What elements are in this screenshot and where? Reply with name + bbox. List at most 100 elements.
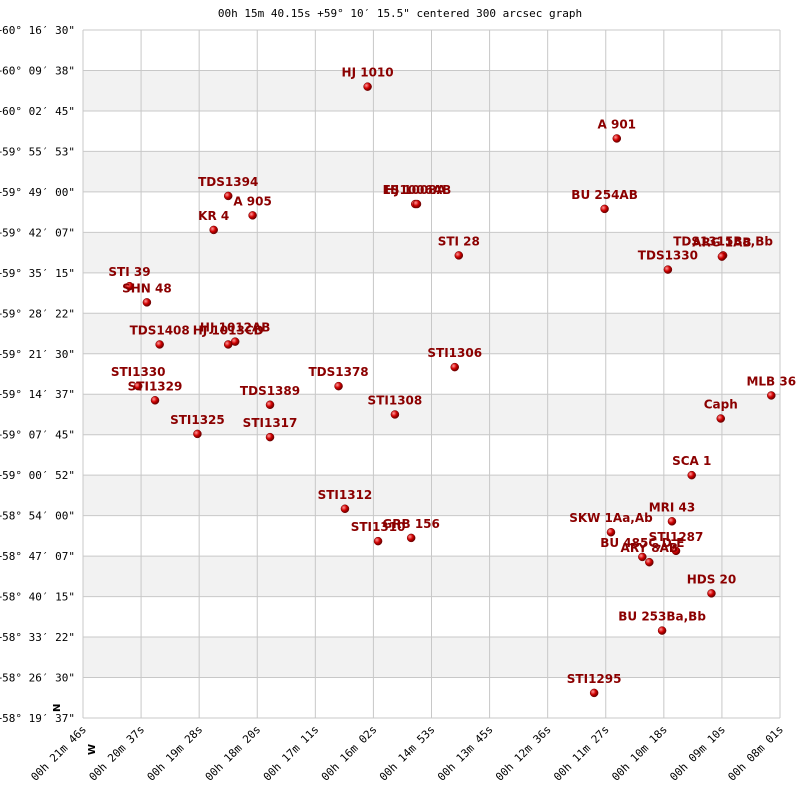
y-tick-label: +58° 47′ 07": [0, 550, 75, 563]
star-label: STI1312: [318, 488, 373, 502]
y-tick-label: +58° 19′ 37": [0, 712, 75, 725]
star-point: [373, 536, 383, 546]
star-label: STI 28: [438, 234, 480, 248]
star-label: TDS1378: [308, 365, 368, 379]
star-label: SCA 1: [672, 454, 711, 468]
star-point: [612, 134, 622, 143]
star-point: [600, 204, 609, 214]
star-point: [671, 546, 681, 556]
star-point: [155, 340, 164, 349]
x-tick-label: 00h 13m 45s: [435, 723, 496, 784]
star-point: [717, 252, 727, 261]
y-tick-label: +58° 26′ 30": [0, 672, 75, 685]
star-label: KR 4: [198, 209, 229, 223]
star-label: MLB 36: [746, 374, 796, 388]
star-point: [657, 626, 667, 635]
star-label: STI1308: [368, 393, 423, 407]
y-tick-label: +59° 55′ 53": [0, 145, 75, 158]
star-label: TDS1315Ba,Bb: [673, 234, 773, 248]
plot-grid: [82, 29, 781, 719]
x-tick-label: 00h 09m 10s: [667, 723, 728, 784]
star-label: STI1325: [170, 413, 225, 427]
star-label: TDS1389: [240, 384, 300, 398]
y-tick-label: +59° 14′ 37": [0, 388, 75, 401]
star-label: TDS1330: [638, 249, 698, 263]
y-tick-label: +59° 07′ 45": [0, 429, 75, 442]
star-label: HJ 1008A: [385, 183, 447, 197]
star-point: [340, 504, 350, 514]
star-label: STI1310: [351, 520, 406, 534]
star-point: [450, 362, 459, 372]
x-tick-label: 00h 14m 53s: [377, 723, 438, 784]
star-point: [125, 281, 134, 291]
compass-north: N: [52, 704, 63, 712]
compass-west: W: [87, 744, 98, 755]
star-label: A 905: [233, 194, 272, 208]
star-label: ARY 8AB: [621, 541, 679, 555]
star-point: [209, 225, 218, 235]
star-point: [248, 211, 257, 220]
x-tick-label: 00h 17m 11s: [261, 723, 322, 784]
star-point: [667, 517, 677, 526]
y-tick-label: +59° 49′ 00": [0, 186, 75, 199]
y-tick-label: +59° 35′ 15": [0, 267, 75, 280]
x-tick-label: 00h 16m 02s: [319, 723, 380, 784]
star-label: HJ 1012AB: [200, 321, 271, 335]
y-tick-label: +58° 33′ 22": [0, 631, 75, 644]
star-label: A 901: [598, 117, 637, 131]
star-label: STI 39: [108, 265, 150, 279]
star-point: [334, 381, 343, 391]
star-point: [133, 381, 143, 391]
star-label: SHN 48: [122, 281, 172, 295]
y-tick-label: +60° 09′ 38": [0, 64, 75, 77]
y-tick-label: +59° 28′ 22": [0, 307, 75, 320]
x-tick-label: 00h 21m 46s: [28, 723, 89, 784]
star-label: TDS1394: [198, 175, 258, 189]
x-tick-label: 00h 18m 20s: [203, 723, 264, 784]
x-tick-label: 00h 11m 27s: [551, 723, 612, 784]
x-tick-label: 00h 08m 01s: [725, 723, 786, 784]
star-label: HJ 1010: [342, 66, 394, 80]
star-point: [406, 533, 416, 543]
star-label: ES1006AB: [383, 183, 452, 197]
star-point: [223, 191, 233, 201]
star-point: [454, 251, 464, 260]
y-tick-label: +59° 42′ 07": [0, 226, 75, 239]
star-point: [363, 82, 372, 91]
chart-title: 00h 15m 40.15s +59° 10′ 15.5" centered 3…: [218, 7, 582, 20]
star-point: [142, 298, 152, 307]
star-label: STI1329: [128, 379, 183, 393]
star-label: STI1330: [111, 365, 166, 379]
y-tick-label: +59° 00′ 52": [0, 469, 75, 482]
star-label: BU 254AB: [571, 188, 638, 202]
star-point: [412, 199, 422, 209]
star-point: [638, 552, 647, 562]
star-point: [265, 400, 275, 410]
star-point: [589, 688, 599, 698]
star-point: [390, 410, 400, 419]
star-label: HDS 20: [687, 572, 737, 586]
star-point: [663, 265, 673, 274]
star-point: [687, 470, 696, 480]
star-point: [150, 396, 160, 405]
y-tick-label: +59° 21′ 30": [0, 348, 75, 361]
star-point: [265, 432, 275, 442]
star-point: [767, 391, 776, 400]
star-label: HJ 1013CD: [193, 323, 264, 337]
y-tick-label: +60° 02′ 45": [0, 105, 75, 118]
star-point: [606, 527, 616, 537]
star-label: BU 253Ba,Bb: [618, 610, 706, 624]
star-label: GRB 156: [382, 517, 439, 531]
x-tick-label: 00h 10m 18s: [609, 723, 670, 784]
star-points: HJ 1010 A 901 TDS1394 A 905 KR 4 HJ 1008AES10…: [108, 66, 796, 698]
x-tick-label: 00h 19m 28s: [145, 723, 206, 784]
star-label: STI1287: [649, 530, 704, 544]
star-label: Caph: [704, 398, 738, 412]
star-point: [716, 414, 726, 423]
star-label: STI1295: [567, 672, 622, 686]
star-point: [707, 589, 716, 598]
star-point: [223, 340, 233, 349]
star-point: [193, 429, 202, 439]
